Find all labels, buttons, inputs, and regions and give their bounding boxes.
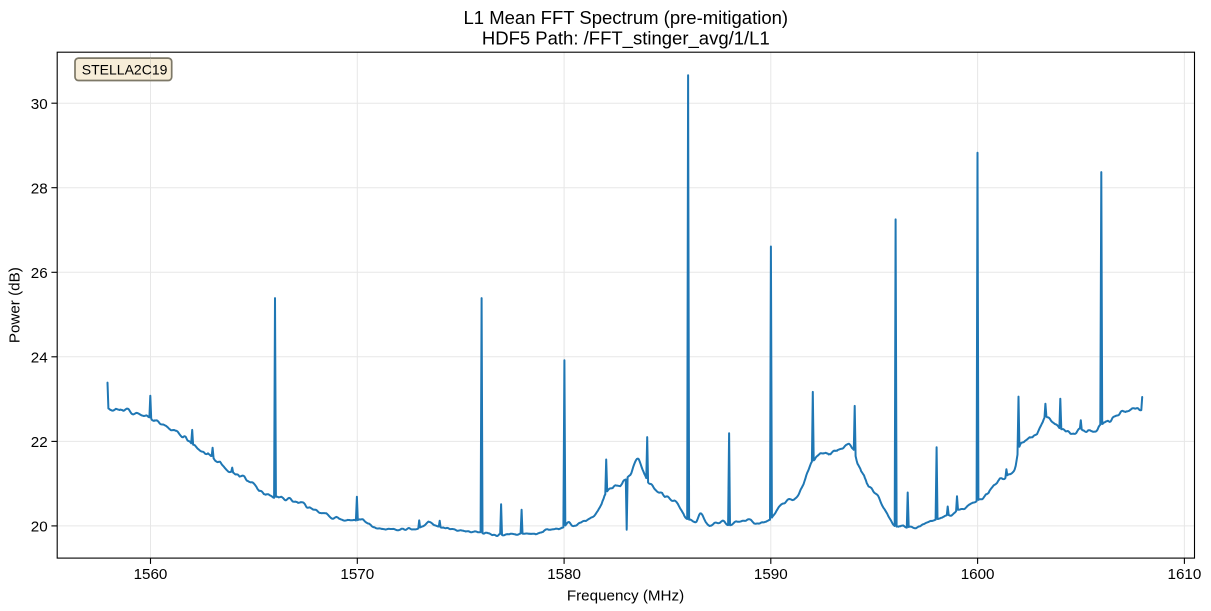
svg-text:1560: 1560	[134, 566, 168, 583]
svg-text:Frequency (MHz): Frequency (MHz)	[567, 587, 684, 604]
svg-text:HDF5 Path: /FFT_stinger_avg/1/: HDF5 Path: /FFT_stinger_avg/1/L1	[482, 27, 770, 49]
svg-text:1590: 1590	[754, 566, 788, 583]
svg-text:26: 26	[31, 265, 48, 282]
svg-text:Power (dB): Power (dB)	[7, 267, 24, 343]
svg-text:22: 22	[31, 434, 48, 451]
svg-text:STELLA2C19: STELLA2C19	[82, 61, 168, 77]
svg-text:1610: 1610	[1168, 566, 1202, 583]
svg-text:28: 28	[31, 180, 48, 197]
svg-text:1570: 1570	[340, 566, 374, 583]
svg-text:30: 30	[31, 96, 48, 113]
svg-text:L1 Mean FFT Spectrum (pre-miti: L1 Mean FFT Spectrum (pre-mitigation)	[464, 7, 789, 28]
svg-text:1580: 1580	[547, 566, 581, 583]
svg-text:1600: 1600	[961, 566, 995, 583]
svg-text:24: 24	[31, 349, 48, 366]
svg-text:20: 20	[31, 519, 48, 536]
